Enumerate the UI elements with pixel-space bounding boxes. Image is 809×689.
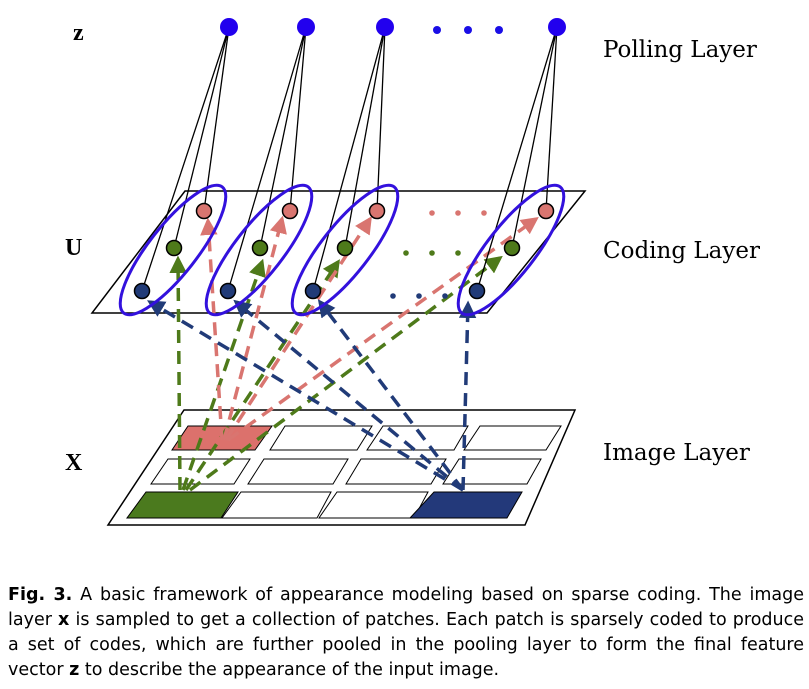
caption-var-x: x xyxy=(58,610,70,630)
green-code-node xyxy=(251,239,269,257)
patch xyxy=(442,458,542,485)
blue-patch xyxy=(408,491,523,519)
red-code-node xyxy=(195,202,213,220)
blue-code-node xyxy=(468,282,486,300)
pooling-connections xyxy=(141,26,558,292)
blue-code-node xyxy=(219,282,237,300)
red-code-node xyxy=(537,202,555,220)
pool-node xyxy=(297,18,315,36)
code-group-ellipse xyxy=(204,183,314,317)
green-arrow xyxy=(184,259,340,491)
blue-arrow xyxy=(146,300,464,492)
caption-text: A basic framework of appearance modeling… xyxy=(8,585,805,630)
code-groups xyxy=(118,183,566,317)
red-arrow xyxy=(222,215,287,441)
code-group-ellipse xyxy=(290,183,400,317)
z-label: z xyxy=(73,20,84,46)
coding-layer-label: Coding Layer xyxy=(603,238,760,264)
patch xyxy=(463,425,562,451)
caption-fig-id: Fig. 3. xyxy=(8,585,73,605)
pool-ellipsis-dot xyxy=(464,26,472,34)
caption-var-z: z xyxy=(69,660,80,680)
x-label: X xyxy=(65,450,83,476)
patch xyxy=(318,491,429,519)
blue-arrow xyxy=(317,299,465,492)
patch xyxy=(269,425,373,451)
pool-node xyxy=(548,18,566,36)
red-code-node xyxy=(368,202,386,220)
pool-ellipsis-dot xyxy=(495,26,503,34)
patch xyxy=(221,491,332,519)
code-nodes xyxy=(133,202,555,300)
red-arrow xyxy=(200,217,224,441)
patch xyxy=(150,458,251,485)
figure-caption: Fig. 3. A basic framework of appearance … xyxy=(8,583,804,683)
code-arrows xyxy=(146,215,539,492)
green-patch xyxy=(126,491,239,519)
u-label: U xyxy=(65,235,82,261)
pool-node xyxy=(376,18,394,36)
green-code-node xyxy=(165,239,183,257)
blue-code-node xyxy=(304,282,322,300)
pooling-nodes xyxy=(220,18,566,36)
green-code-node xyxy=(503,239,521,257)
diagram-figure: z U X Polling Layer Coding Layer Image L… xyxy=(65,18,760,526)
patch xyxy=(247,458,349,485)
green-code-node xyxy=(336,239,354,257)
caption-text: is sampled to get a collection of patche… xyxy=(8,610,805,680)
red-arrow xyxy=(226,216,539,442)
code-group-ellipse xyxy=(118,183,228,317)
code-group-ellipse xyxy=(456,183,566,317)
green-arrow xyxy=(169,255,187,491)
pool-node xyxy=(220,18,238,36)
caption-text: to describe the appearance of the input … xyxy=(79,660,500,680)
image-layer-label: Image Layer xyxy=(603,440,750,466)
blue-arrow xyxy=(458,300,477,491)
pooling-layer-label: Polling Layer xyxy=(603,37,757,63)
coding-ellipsis-dots xyxy=(390,210,487,299)
green-arrow xyxy=(188,255,503,492)
pool-ellipsis-dot xyxy=(433,26,441,34)
blue-code-node xyxy=(133,282,151,300)
red-code-node xyxy=(281,202,299,220)
blue-arrow xyxy=(233,299,465,492)
